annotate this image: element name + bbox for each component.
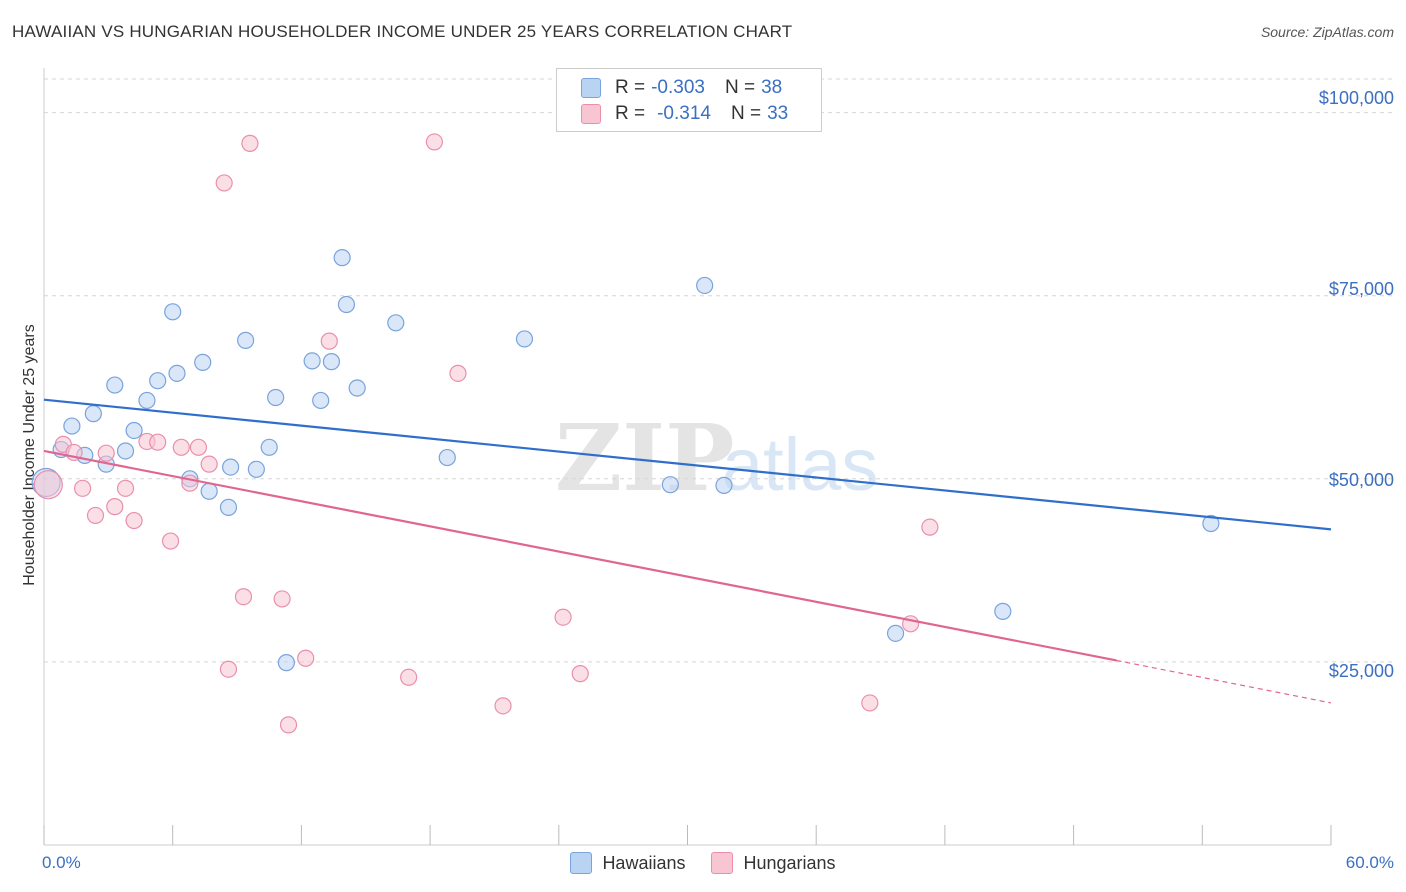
legend-r-label: R = bbox=[615, 103, 646, 124]
hungarians-point bbox=[116, 479, 135, 497]
hawaiians-point bbox=[886, 624, 905, 642]
hungarians-point bbox=[320, 332, 338, 350]
hungarians-point bbox=[571, 665, 589, 683]
hungarians-point bbox=[234, 588, 253, 606]
hungarians-point bbox=[215, 174, 233, 192]
hawaiians-point bbox=[348, 379, 366, 397]
hawaiians-point bbox=[322, 353, 341, 371]
hungarians-point bbox=[400, 668, 418, 686]
hungarians-point bbox=[554, 608, 572, 626]
hungarians-point bbox=[425, 133, 443, 151]
hawaiians-point bbox=[84, 405, 102, 423]
hungarians-point bbox=[861, 694, 879, 712]
hawaiians-point bbox=[515, 330, 534, 348]
legend-n-label: N = bbox=[730, 103, 762, 124]
hawaiians-point bbox=[200, 482, 218, 500]
legend-r-value: -0.303 bbox=[651, 77, 705, 98]
hawaiians-point bbox=[106, 376, 124, 394]
hungarians-point bbox=[219, 660, 238, 678]
hawaiians-point bbox=[387, 314, 405, 332]
legend-hawaiians-label: Hawaiians bbox=[602, 852, 686, 873]
hawaiians-point bbox=[696, 276, 714, 295]
hawaiians-point bbox=[63, 417, 81, 435]
y-tick-label: $75,000 bbox=[1328, 279, 1394, 299]
legend-hungarians-label: Hungarians bbox=[743, 852, 836, 873]
hungarians-point bbox=[189, 438, 208, 456]
hawaiians-point bbox=[138, 391, 156, 410]
hungarians-point bbox=[33, 470, 63, 500]
correlation-legend: R = -0.303 N = 38 R = -0.314 N = 33 bbox=[556, 68, 822, 132]
hungarians-point bbox=[97, 444, 115, 462]
hawaiians-point bbox=[337, 295, 356, 314]
hungarians-point bbox=[74, 479, 92, 497]
hawaiians-point bbox=[267, 388, 285, 407]
y-tick-label: $100,000 bbox=[1318, 88, 1394, 108]
legend-n-value: 33 bbox=[767, 103, 789, 124]
legend-n-value: 38 bbox=[761, 77, 783, 98]
hungarians-trend-extension bbox=[1116, 659, 1332, 704]
legend-r-value: -0.314 bbox=[657, 103, 711, 124]
hungarians-legend-swatch bbox=[711, 852, 734, 874]
hawaiians-point bbox=[715, 476, 733, 495]
hawaiians-swatch bbox=[581, 78, 601, 98]
chart-title: HAWAIIAN VS HUNGARIAN HOUSEHOLDER INCOME… bbox=[12, 22, 793, 41]
hawaiians-point bbox=[994, 602, 1012, 620]
hawaiians-point bbox=[303, 352, 321, 370]
hawaiians-point bbox=[222, 458, 240, 476]
hungarians-point bbox=[241, 134, 259, 152]
watermark-atlas: atlas bbox=[722, 423, 878, 506]
hawaiians-point bbox=[438, 448, 456, 467]
hungarians-point bbox=[279, 716, 298, 734]
hawaiians-point bbox=[260, 438, 278, 456]
hawaiians-point bbox=[125, 421, 143, 440]
hungarians-point bbox=[449, 364, 467, 382]
y-tick-label: $25,000 bbox=[1328, 661, 1394, 681]
hungarians-trend-line bbox=[43, 449, 1117, 662]
legend-row-hungarians: R = -0.314 N = 33 bbox=[581, 103, 788, 125]
hungarians-point bbox=[494, 697, 512, 715]
hawaiians-point bbox=[149, 372, 167, 390]
hungarians-swatch bbox=[581, 104, 601, 124]
hawaiians-point bbox=[219, 498, 238, 516]
hawaiians-point bbox=[333, 249, 351, 267]
hungarians-point bbox=[921, 518, 939, 536]
hawaiians-point bbox=[661, 476, 679, 494]
hungarians-point bbox=[125, 511, 143, 530]
y-tick-label: $50,000 bbox=[1328, 470, 1394, 490]
series-legend: Hawaiians Hungarians bbox=[0, 852, 1406, 874]
x-tick-max: 60.0% bbox=[1345, 853, 1394, 872]
legend-r-label: R = bbox=[615, 77, 646, 98]
hungarians-point bbox=[172, 438, 190, 456]
hawaiians-point bbox=[164, 303, 182, 321]
watermark-zip: ZIP bbox=[555, 404, 734, 512]
hawaiians-point bbox=[247, 460, 265, 478]
hungarians-point bbox=[149, 433, 167, 451]
legend-n-label: N = bbox=[724, 77, 756, 98]
hungarians-point bbox=[86, 506, 105, 525]
hawaiians-point bbox=[1202, 514, 1220, 533]
hawaiians-legend-swatch bbox=[570, 852, 593, 874]
hungarians-point bbox=[161, 532, 180, 550]
x-tick-min: 0.0% bbox=[42, 853, 81, 872]
legend-item-hawaiians: Hawaiians bbox=[570, 852, 685, 874]
source-label: Source: ZipAtlas.com bbox=[1260, 24, 1394, 40]
hawaiians-point bbox=[237, 331, 255, 349]
hawaiians-point bbox=[312, 391, 330, 410]
hungarians-point bbox=[297, 649, 315, 667]
legend-item-hungarians: Hungarians bbox=[711, 852, 836, 874]
hawaiians-point bbox=[168, 364, 186, 382]
hawaiians-point bbox=[277, 654, 295, 672]
legend-row-hawaiians: R = -0.303 N = 38 bbox=[581, 77, 782, 99]
hawaiians-point bbox=[116, 442, 135, 460]
hungarians-point bbox=[200, 455, 218, 473]
hawaiians-point bbox=[194, 353, 212, 371]
hawaiians-trend-line bbox=[43, 398, 1332, 531]
hungarians-point bbox=[273, 590, 291, 608]
hungarians-point bbox=[106, 498, 124, 516]
